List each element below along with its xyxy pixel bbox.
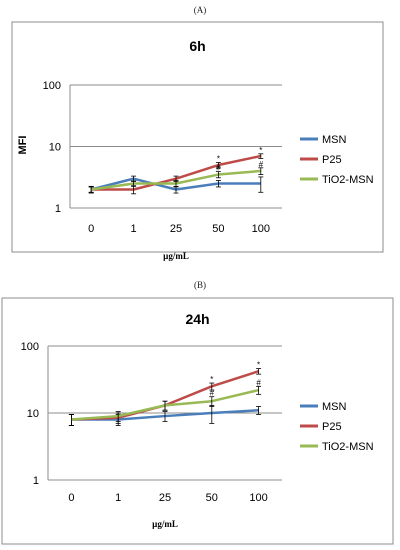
x-tick-label: 50: [212, 223, 224, 235]
x-axis-label: µg/mL: [152, 519, 178, 529]
series-TiO2-MSN: ##: [68, 378, 261, 426]
series-TiO2-MSN: ##: [88, 160, 264, 193]
significance-mark: *: [210, 375, 213, 384]
significance-mark: #: [216, 164, 221, 173]
significance-mark: #: [256, 378, 261, 387]
y-tick-label: 100: [21, 341, 39, 353]
x-tick-label: 0: [68, 492, 74, 504]
panel-label-b: (B): [194, 280, 206, 290]
x-tick-label: 0: [88, 223, 94, 235]
legend-label: TiO2-MSN: [322, 174, 374, 186]
chart-frame: [1, 297, 394, 545]
legend-label: TiO2-MSN: [322, 441, 374, 453]
chart-title: 6h: [189, 38, 205, 54]
x-tick-label: 1: [115, 492, 121, 504]
y-tick-label: 1: [33, 475, 39, 487]
y-tick-label: 1: [55, 203, 61, 215]
significance-mark: *: [259, 146, 262, 155]
x-axis-label: µg/mL: [163, 251, 189, 261]
legend-label: P25: [322, 421, 342, 433]
x-tick-label: 100: [252, 223, 270, 235]
significance-mark: *: [217, 154, 220, 163]
x-tick-label: 100: [249, 492, 267, 504]
significance-mark: #: [259, 160, 264, 169]
x-tick-label: 25: [159, 492, 171, 504]
y-tick-label: 10: [49, 142, 61, 154]
legend-label: MSN: [322, 134, 347, 146]
panel-label-a: (A): [193, 5, 207, 15]
significance-mark: #: [210, 389, 215, 398]
y-tick-label: 100: [43, 80, 61, 92]
legend-label: P25: [322, 154, 342, 166]
chart-title: 24h: [185, 311, 209, 327]
x-tick-label: 25: [170, 223, 182, 235]
legend-label: MSN: [322, 401, 347, 413]
chart-frame: [11, 21, 384, 253]
y-axis-label: MFI: [17, 136, 29, 155]
x-tick-label: 50: [206, 492, 218, 504]
y-tick-label: 10: [27, 408, 39, 420]
x-tick-label: 1: [131, 223, 137, 235]
significance-mark: *: [257, 361, 260, 370]
